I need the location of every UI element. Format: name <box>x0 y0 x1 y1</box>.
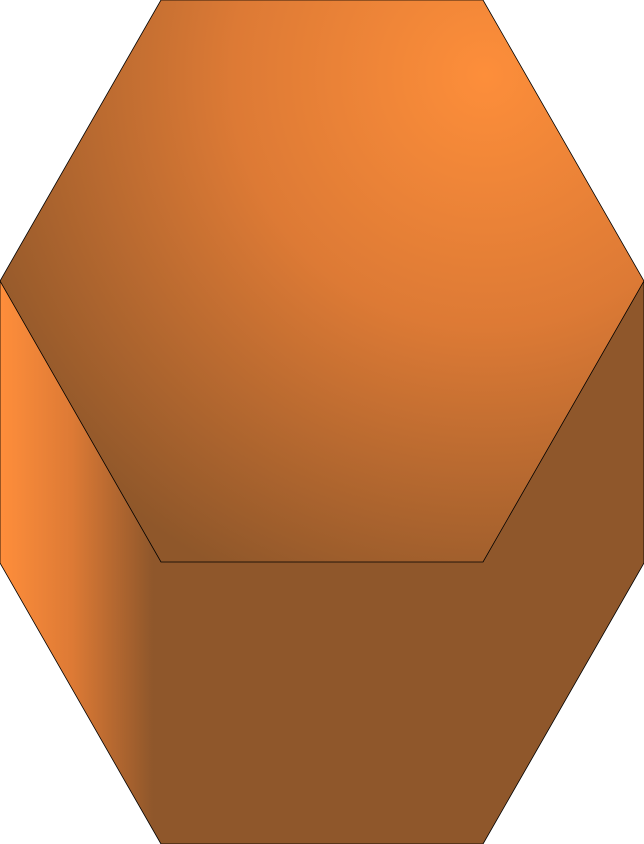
prism-top-face <box>0 0 644 562</box>
prism-right-face <box>483 281 644 844</box>
prism-left-face <box>0 281 161 844</box>
prism-top-outline <box>0 0 644 563</box>
